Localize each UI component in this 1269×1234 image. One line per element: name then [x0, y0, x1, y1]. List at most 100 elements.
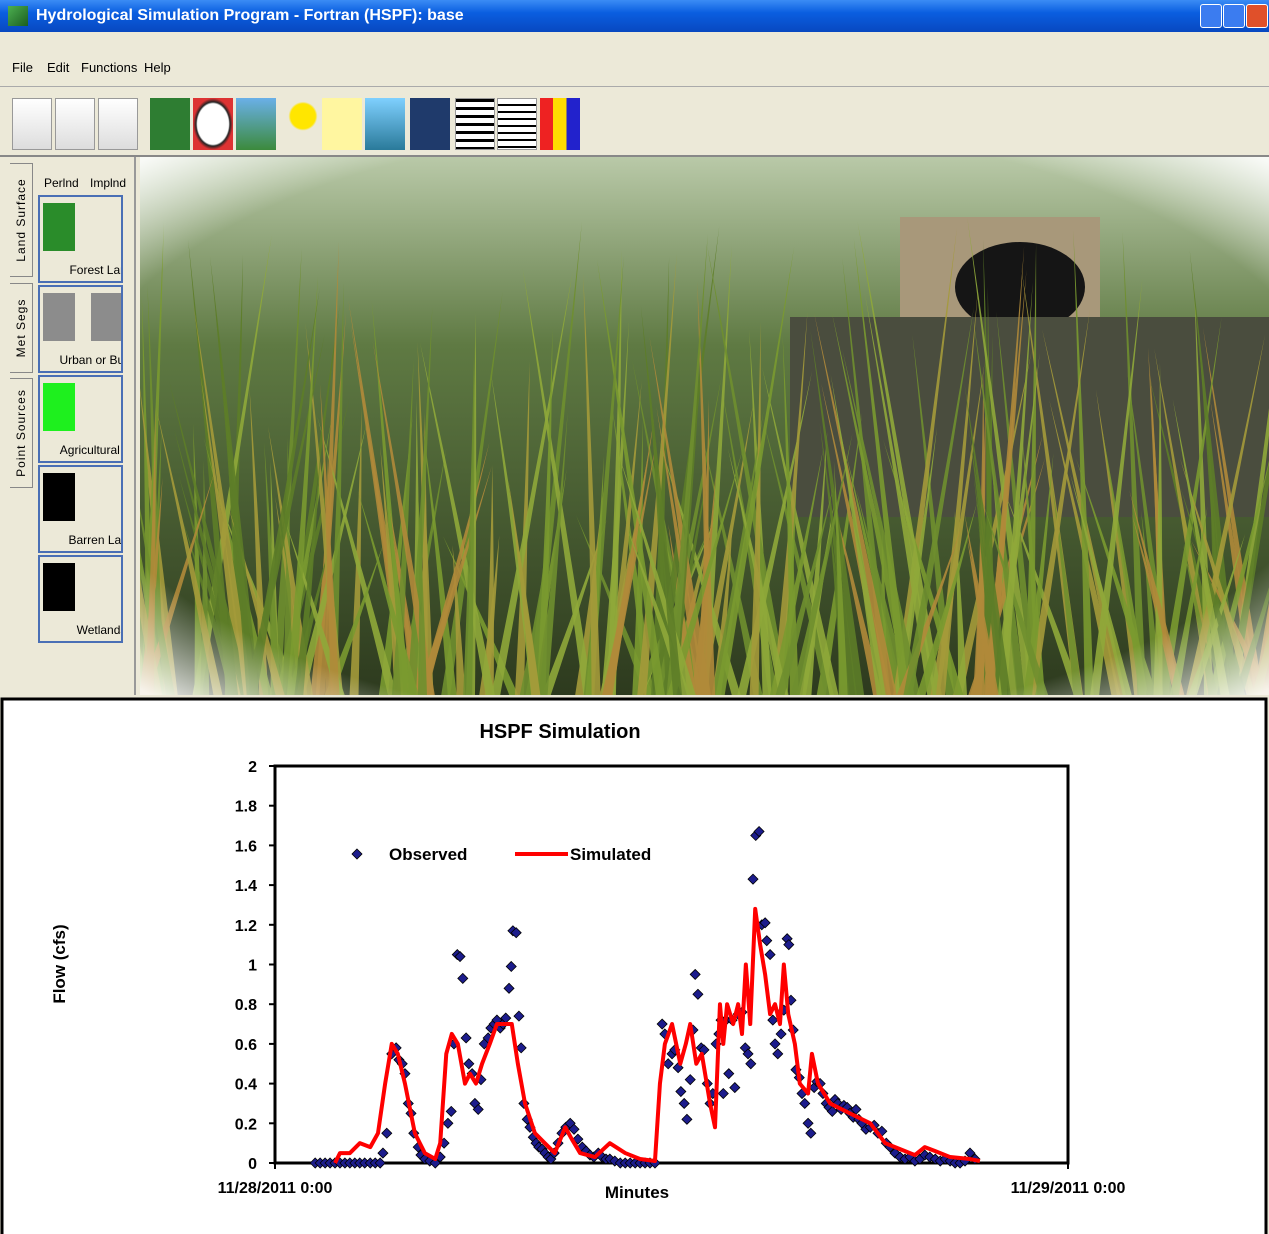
y-tick-label: 2 [248, 759, 257, 776]
observed-point [742, 1048, 754, 1060]
observed-point [689, 968, 701, 980]
observed-point [505, 960, 517, 973]
observed-point [769, 1038, 781, 1050]
observed-point [761, 935, 773, 947]
observed-point [454, 950, 466, 963]
legend-label: Observed [389, 845, 467, 864]
menu-item[interactable]: Edit [47, 60, 70, 75]
land-use-swatch [43, 293, 75, 341]
y-axis-label: Flow (cfs) [50, 924, 69, 1003]
close-button[interactable] [1246, 4, 1268, 28]
land-use-swatch [43, 203, 75, 251]
photo-art [140, 157, 1269, 695]
plot-area [273, 764, 1070, 1165]
observed-point [729, 1082, 741, 1094]
observed-point [802, 1117, 814, 1129]
app-icon [8, 6, 28, 26]
observed-point [684, 1074, 696, 1086]
y-tick-label: 1 [248, 958, 257, 975]
y-tick-label: 0.8 [235, 997, 257, 1014]
y-tick-label: 0 [248, 1156, 257, 1173]
tab-label: Point Sources [14, 389, 28, 477]
observed-point [678, 1097, 690, 1110]
tab[interactable]: Land Surface [10, 163, 33, 277]
observed-point [429, 1157, 441, 1169]
tool-button[interactable] [540, 98, 580, 150]
observed-point [767, 1014, 779, 1026]
tab-label: Met Segs [14, 298, 28, 358]
observed-point [463, 1058, 475, 1070]
observed-point [662, 1058, 674, 1070]
observed-point [374, 1157, 386, 1169]
menu-item[interactable]: Functions [81, 60, 138, 75]
separator [134, 157, 136, 695]
maximize-button[interactable] [1223, 4, 1245, 28]
observed-point [805, 1127, 817, 1139]
chart: HSPF Simulation Minutes Flow (cfs) 0 0.2 0.4 0… [0, 697, 1268, 1234]
land-use-swatch [43, 563, 75, 611]
chart-title: HSPF Simulation [479, 721, 640, 743]
tab-label: Land Surface [14, 178, 28, 262]
observed-point [764, 949, 776, 961]
observed-point [656, 1018, 668, 1030]
menu-item[interactable]: Help [144, 60, 171, 75]
legend-marker [351, 848, 363, 860]
land-use-label: Barren Land [68, 533, 122, 547]
open-button[interactable] [55, 98, 95, 150]
observed-point [472, 1103, 484, 1115]
land-use-label: Wetlands [76, 623, 123, 637]
tool-button[interactable] [236, 98, 276, 150]
land-use[interactable]: Urban or Built-u [38, 285, 123, 373]
save-button[interactable] [98, 98, 138, 150]
land-use[interactable]: Forest Land [38, 195, 123, 283]
land-use-swatch [91, 293, 121, 341]
title-bar: Hydrological Simulation Program - Fortra… [0, 0, 1269, 32]
tool-button[interactable] [455, 98, 495, 150]
x-tick-label: 11/29/2011 0:00 [1011, 1180, 1126, 1197]
tab[interactable]: Point Sources [10, 378, 33, 488]
y-tick-label: 1.6 [235, 838, 257, 855]
observed-point [745, 1058, 757, 1070]
y-tick-label: 1.2 [235, 918, 257, 935]
observed-point [377, 1147, 389, 1159]
separator [0, 155, 1269, 157]
simulated-line [333, 906, 981, 1164]
land-use[interactable]: Barren Land [38, 465, 123, 553]
x-tick-label: 11/28/2011 0:00 [218, 1180, 333, 1197]
tab[interactable]: Met Segs [10, 283, 33, 373]
land-use-swatch [43, 473, 75, 521]
y-tick-label: 1.8 [235, 799, 257, 816]
tool-button[interactable] [410, 98, 450, 150]
observed-point [723, 1068, 735, 1080]
observed-point [772, 1048, 784, 1060]
observed-point [799, 1097, 811, 1110]
new-button[interactable] [12, 98, 52, 150]
observed-point [515, 1042, 527, 1054]
observed-point [783, 939, 795, 951]
observed-point [381, 1127, 393, 1139]
separator [0, 86, 1269, 87]
minimize-button[interactable] [1200, 4, 1222, 28]
window-title: Hydrological Simulation Program - Fortra… [36, 7, 464, 24]
observed-point [775, 1028, 787, 1040]
observed-point [445, 1105, 457, 1117]
tool-button[interactable] [279, 98, 319, 150]
observed-point [460, 1032, 472, 1044]
observed-point [681, 1113, 693, 1125]
column-header: Perlnd [44, 176, 79, 190]
tool-button[interactable] [150, 98, 190, 150]
legend-label: Simulated [570, 845, 651, 864]
tool-button[interactable] [322, 98, 362, 150]
observed-point [568, 1123, 580, 1135]
observed-point [442, 1117, 454, 1129]
y-tick-label: 0.6 [235, 1037, 257, 1054]
tool-button[interactable] [193, 98, 233, 150]
tool-button[interactable] [497, 98, 537, 150]
observed-point [747, 873, 759, 885]
land-use[interactable]: Agricultural Lan [38, 375, 123, 463]
tool-button[interactable] [365, 98, 405, 150]
land-use[interactable]: Wetlands [38, 555, 123, 643]
menu-item[interactable]: File [12, 60, 33, 75]
observed-point [503, 982, 515, 994]
